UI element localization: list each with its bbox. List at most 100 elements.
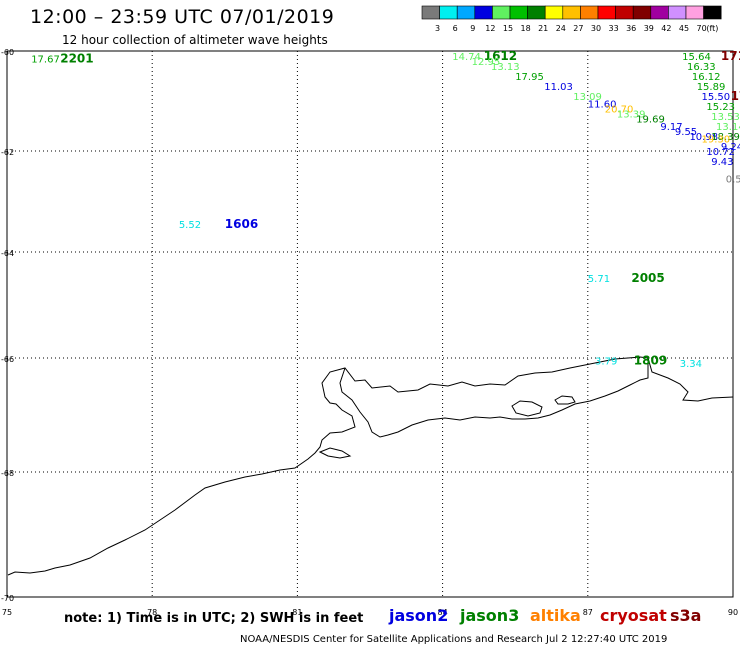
colorbar-swatch — [632, 5, 652, 20]
colorbar-label: 21 — [538, 24, 548, 33]
colorbar-label: (ft) — [706, 24, 718, 33]
colorbar-swatch — [685, 5, 704, 20]
wave-height-value: 10.98 — [689, 132, 718, 143]
colorbar-swatch — [544, 5, 564, 20]
colorbar-swatch — [668, 5, 687, 20]
satellite-jason2: jason2 — [389, 606, 449, 625]
lat-tick-label: -66 — [1, 355, 14, 364]
lat-tick-label: -70 — [1, 594, 14, 603]
wave-height-value: 11.60 — [588, 100, 617, 111]
wave-height-value: 13.13 — [491, 62, 520, 73]
wave-height-value: 10.72 — [706, 147, 735, 158]
colorbar-swatch — [580, 5, 599, 20]
colorbar-label: 3 — [435, 24, 440, 33]
wave-height-value: 13.53 — [711, 112, 740, 123]
colorbar-label: 12 — [485, 24, 495, 33]
colorbar-label: 15 — [503, 24, 513, 33]
pass-time-label: 1612 — [484, 49, 517, 63]
island-1 — [511, 400, 543, 417]
lon-tick-label: 78 — [147, 608, 157, 617]
lon-tick-label: 87 — [583, 608, 593, 617]
wave-height-value: 13.14 — [716, 122, 740, 133]
pass-time-label: 1606 — [225, 217, 258, 231]
colorbar-label: 70 — [697, 24, 707, 33]
lon-tick-label: 81 — [292, 608, 302, 617]
colorbar-swatch — [509, 5, 528, 20]
lon-tick-label: 90 — [728, 608, 738, 617]
pass-time-label: 1711 — [721, 49, 740, 63]
wave-height-value: 3.34 — [680, 359, 702, 370]
colorbar-swatch — [562, 5, 581, 20]
pass-time-label: 1710 — [731, 89, 740, 103]
footer-note: note: 1) Time is in UTC; 2) SWH is in fe… — [64, 611, 364, 626]
wave-height-value: 9.24 — [721, 142, 740, 153]
wave-height-value: 15.50 — [702, 92, 731, 103]
colorbar-swatch — [439, 5, 458, 20]
satellite-jason3: jason3 — [460, 606, 520, 625]
lon-tick-label: 84 — [438, 608, 448, 617]
colorbar-swatch — [615, 5, 634, 20]
color-scale-legend: 3 6 9 12 15 18 21 24 27 30 33 36 39 42 45 70 (ft) — [421, 5, 722, 33]
wave-height-value: 17.95 — [515, 72, 544, 83]
colorbar-swatch — [650, 5, 669, 20]
colorbar-label: 18 — [521, 24, 531, 33]
colorbar-swatch — [597, 5, 616, 20]
lon-tick-label: 75 — [2, 608, 12, 617]
pass-time-label: 1809 — [634, 353, 667, 367]
colorbar-label: 45 — [679, 24, 689, 33]
wave-height-value: 13.09 — [573, 92, 602, 103]
colorbar-label: 27 — [573, 24, 583, 33]
colorbar-label: 42 — [661, 24, 671, 33]
lat-tick-label: -68 — [1, 469, 14, 478]
colorbar-swatch — [421, 5, 440, 20]
antarctic-coastline — [7, 356, 734, 576]
wave-height-observations: 17.67 2201 14.74 161212.9513.1317.9511.0313… — [31, 49, 740, 370]
pass-time-label: 2005 — [631, 271, 664, 285]
lat-tick-label: -64 — [1, 249, 14, 258]
wave-height-value: 3.79 — [595, 356, 617, 367]
colorbar-swatch — [703, 5, 722, 20]
wave-height-value: 9.43 — [711, 157, 733, 168]
wave-height-value: 14.74 — [452, 52, 481, 63]
wave-height-value: 17.67 — [31, 55, 60, 66]
footer-credit: NOAA/NESDIS Center for Satellite Applica… — [240, 634, 668, 645]
lat-lon-grid: 75 78 81 84 87 90 -60 -62 -64 -66 -68 -70 — [1, 48, 738, 617]
colorbar-label: 36 — [626, 24, 636, 33]
colorbar-label: 6 — [453, 24, 458, 33]
wave-height-value: 15.64 — [682, 52, 711, 63]
lat-tick-label: -60 — [1, 48, 14, 57]
colorbar-label: 30 — [591, 24, 601, 33]
wave-height-value: 16.12 — [692, 72, 721, 83]
satellite-cryosat: cryosat — [600, 606, 667, 625]
colorbar-swatch — [474, 5, 493, 20]
colorbar-swatch — [456, 5, 476, 20]
colorbar-swatch — [527, 5, 546, 20]
colorbar-swatch — [492, 5, 511, 20]
satellite-s3a: s3a — [670, 606, 702, 625]
island-3 — [318, 447, 352, 459]
wave-height-value: 19.69 — [636, 115, 665, 126]
wave-height-value: 9.17 — [660, 122, 682, 133]
wave-height-value: 0.59 — [726, 175, 740, 186]
map-frame — [6, 50, 734, 598]
wave-height-value: 19.30 — [702, 135, 731, 146]
colorbar-label: 39 — [644, 24, 654, 33]
coastline-shelf — [339, 358, 649, 438]
wave-height-value: 5.52 — [179, 220, 201, 231]
wave-height-value: 15.89 — [697, 82, 726, 93]
wave-height-value: 18.39 — [711, 132, 740, 143]
wave-height-value: 20.70 — [605, 105, 634, 116]
colorbar-label: 24 — [556, 24, 566, 33]
pass-time-label: 2201 — [60, 52, 93, 66]
wave-height-value: 16.33 — [687, 62, 716, 73]
colorbar-label: 9 — [470, 24, 475, 33]
map-title: 12:00 – 23:59 UTC 07/01/2019 — [30, 6, 335, 28]
wave-height-value: 11.03 — [544, 82, 573, 93]
lat-tick-label: -62 — [1, 148, 14, 157]
colorbar-label: 33 — [609, 24, 619, 33]
wave-height-value: 15.23 — [706, 102, 735, 113]
wave-height-value: 12.95 — [472, 57, 501, 68]
satellite-altika: altika — [530, 606, 581, 625]
island-2 — [554, 395, 576, 405]
